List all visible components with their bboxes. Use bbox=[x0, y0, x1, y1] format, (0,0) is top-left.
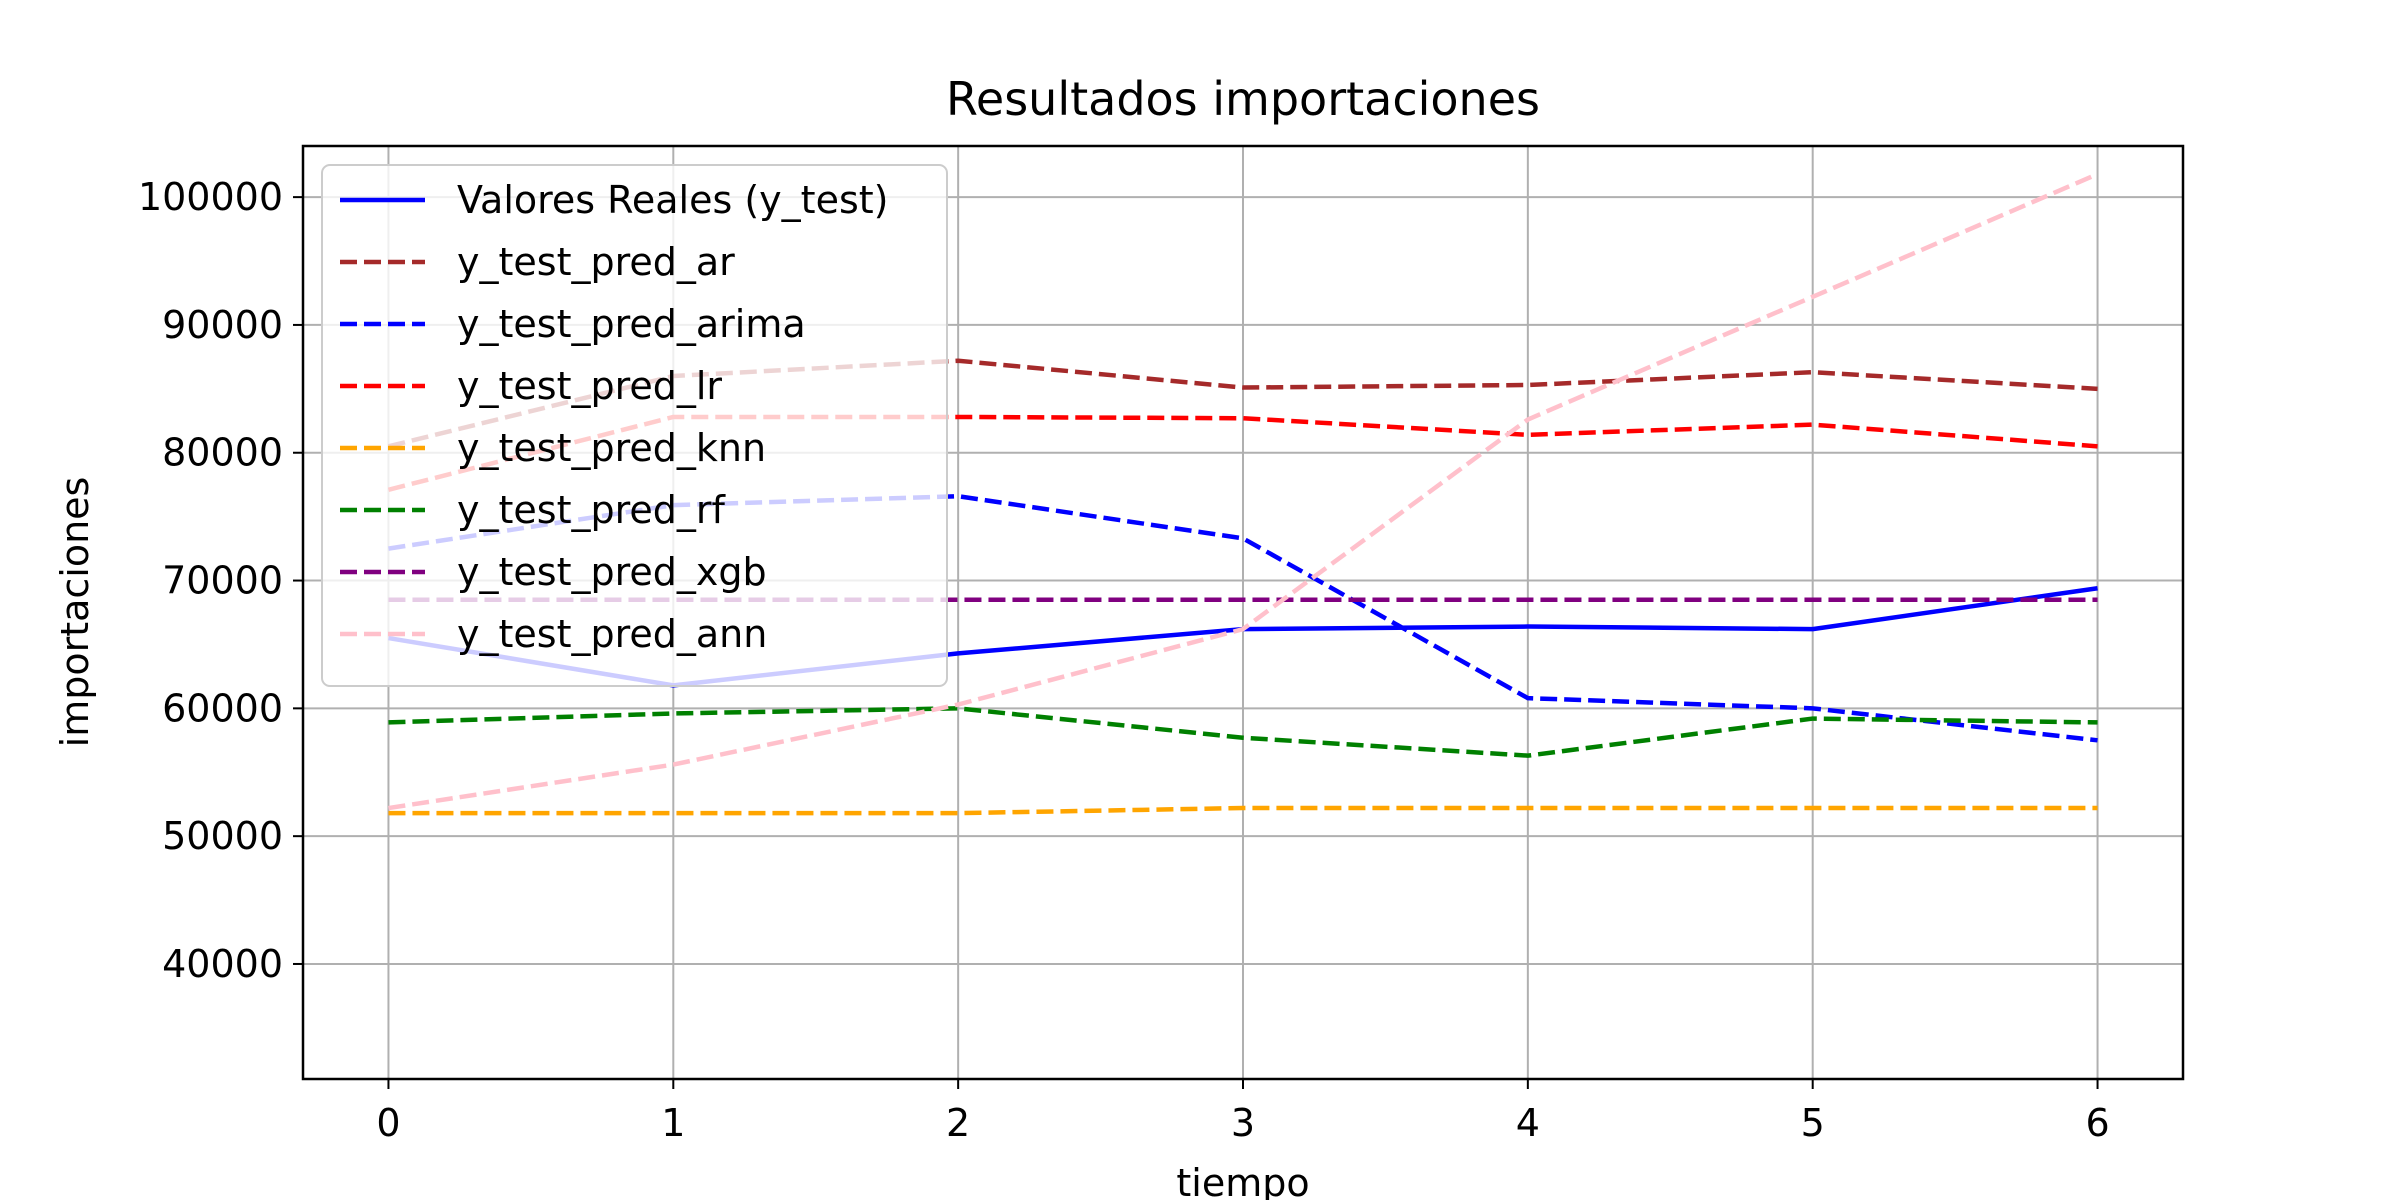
legend-label: y_test_pred_knn bbox=[457, 426, 766, 470]
x-tick-label: 0 bbox=[376, 1101, 400, 1145]
legend: Valores Reales (y_test) y_test_pred_ar y_t… bbox=[321, 164, 948, 687]
y-axis-label: importaciones bbox=[53, 477, 97, 748]
y-tick-label: 70000 bbox=[162, 559, 283, 603]
series-line-7 bbox=[388, 172, 2099, 811]
legend-label: Valores Reales (y_test) bbox=[457, 178, 888, 222]
y-tick-label: 80000 bbox=[162, 431, 283, 475]
x-tick-label: 5 bbox=[1801, 1101, 1825, 1145]
legend-label: y_test_pred_lr bbox=[457, 364, 722, 408]
legend-label: y_test_pred_ar bbox=[457, 240, 735, 284]
x-axis-label: tiempo bbox=[1176, 1161, 1309, 1200]
x-axis: 0 1 2 3 4 5 6 bbox=[376, 1079, 2110, 1145]
x-tick-label: 2 bbox=[946, 1101, 970, 1145]
y-tick-label: 100000 bbox=[138, 175, 283, 219]
y-axis: 40000 50000 60000 70000 80000 90000 100000 bbox=[138, 175, 303, 986]
y-tick-label: 50000 bbox=[162, 814, 283, 858]
series-line-4 bbox=[388, 805, 2098, 816]
x-tick-label: 6 bbox=[2085, 1101, 2109, 1145]
legend-box bbox=[321, 164, 948, 687]
x-tick-label: 1 bbox=[661, 1101, 685, 1145]
x-tick-label: 3 bbox=[1231, 1101, 1255, 1145]
legend-label: y_test_pred_arima bbox=[457, 302, 806, 346]
y-tick-label: 90000 bbox=[162, 303, 283, 347]
legend-label: y_test_pred_xgb bbox=[457, 550, 767, 594]
legend-label: y_test_pred_ann bbox=[457, 612, 767, 656]
y-tick-label: 60000 bbox=[162, 686, 283, 730]
chart-title: Resultados importaciones bbox=[946, 72, 1540, 126]
series-line-5 bbox=[388, 706, 2098, 758]
x-tick-label: 4 bbox=[1516, 1101, 1540, 1145]
legend-label: y_test_pred_rf bbox=[457, 488, 726, 532]
y-tick-label: 40000 bbox=[162, 942, 283, 986]
